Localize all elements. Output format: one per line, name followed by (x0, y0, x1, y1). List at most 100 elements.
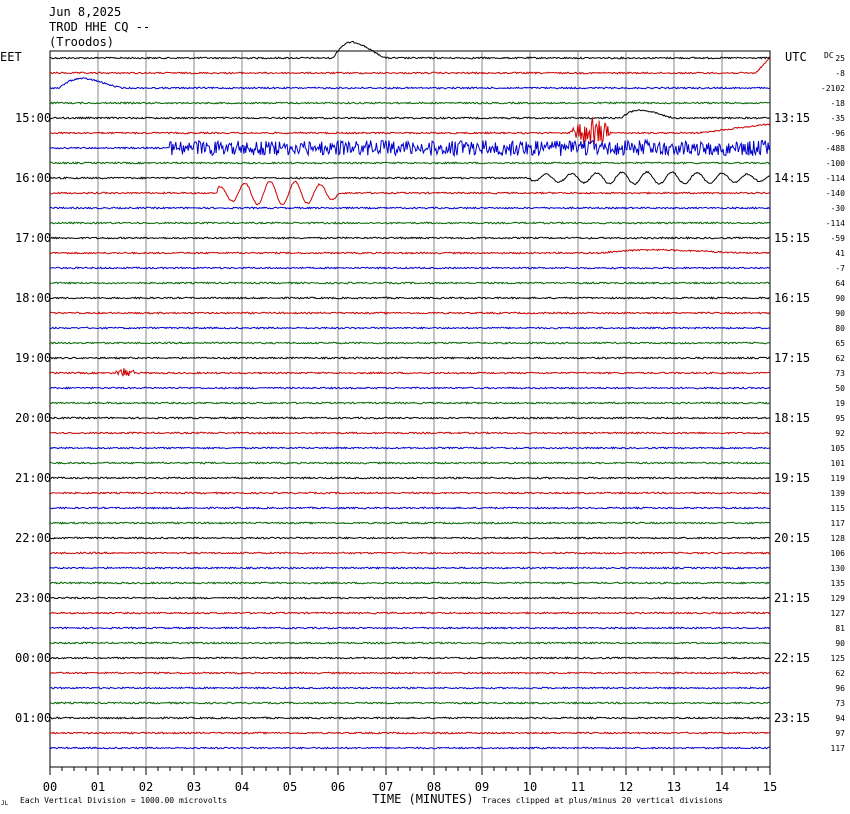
trace-8 (49, 170, 770, 185)
trace-40 (49, 656, 771, 660)
labels: EET UTC 15:00 16:00 17:00 18:00 19:00 20:00 21:0… (0, 50, 845, 807)
trace-19 (50, 341, 771, 345)
trace-37 (49, 611, 771, 615)
left-time-label: 15:00 (15, 111, 51, 125)
header-date: Jun 8,2025 (49, 5, 122, 19)
trace-21 (49, 368, 771, 377)
right-time-label: 14:15 (774, 171, 810, 185)
dc-offset-label: 94 (835, 714, 845, 723)
right-time-label: 17:15 (774, 351, 810, 365)
x-tick-label: 02 (139, 780, 153, 794)
x-tick-label: 00 (43, 780, 57, 794)
dc-offset-label: 81 (835, 624, 845, 633)
right-time-label: 20:15 (774, 531, 810, 545)
dc-offset-label: 115 (831, 504, 846, 513)
x-tick-label: 01 (91, 780, 105, 794)
x-tick-label: 07 (379, 780, 393, 794)
trace-32 (49, 536, 771, 540)
x-tick-label: 08 (427, 780, 441, 794)
dc-offset-label: 90 (835, 639, 845, 648)
left-time-label: 18:00 (15, 291, 51, 305)
x-tick-label: 10 (523, 780, 537, 794)
trace-4 (50, 109, 771, 120)
right-time-label: 15:15 (774, 231, 810, 245)
left-time-label: 16:00 (15, 171, 51, 185)
dc-offset-label: -35 (831, 114, 846, 123)
dc-offset-label: -96 (831, 129, 846, 138)
trace-7 (49, 161, 771, 165)
right-time-label: 13:15 (774, 111, 810, 125)
trace-41 (49, 671, 770, 675)
trace-28 (49, 476, 770, 480)
trace-10 (49, 206, 771, 210)
dc-offset-label: 80 (835, 324, 845, 333)
dc-offset-label: -30 (831, 204, 846, 213)
left-time-label: 01:00 (15, 711, 51, 725)
right-time-label: 19:15 (774, 471, 810, 485)
trace-15 (49, 281, 771, 285)
dc-offset-label: -18 (831, 99, 846, 108)
dc-offset-label: -140 (826, 189, 845, 198)
dc-offset-label: -8 (835, 69, 845, 78)
clip-note: Traces clipped at plus/minus 20 vertical… (482, 796, 723, 805)
dc-offset-label: -100 (826, 159, 845, 168)
dc-offset-label: 41 (835, 249, 845, 258)
x-tick-label: 15 (763, 780, 777, 794)
trace-45 (50, 731, 771, 735)
plot-frame (49, 50, 771, 768)
right-time-label: 21:15 (774, 591, 810, 605)
dc-offset-label: 96 (835, 684, 845, 693)
dc-offset-label: 64 (835, 279, 845, 288)
trace-27 (49, 461, 771, 465)
trace-14 (49, 266, 771, 270)
scale-note: Each Vertical Division = 1000.00 microvo… (20, 796, 227, 805)
dc-offset-label: -59 (831, 234, 846, 243)
trace-34 (49, 566, 771, 570)
x-tick-label: 06 (331, 780, 345, 794)
trace-5 (49, 117, 771, 145)
trace-16 (49, 296, 771, 300)
x-tick-label: 09 (475, 780, 489, 794)
dc-offset-label: 101 (831, 459, 846, 468)
trace-9 (49, 180, 771, 206)
dc-offset-label: -114 (826, 219, 845, 228)
right-time-label: 18:15 (774, 411, 810, 425)
dc-offset-label: 139 (831, 489, 846, 498)
trace-24 (49, 416, 771, 420)
dc-offset-label: 62 (835, 669, 845, 678)
trace-18 (49, 326, 771, 330)
trace-22 (49, 386, 771, 390)
logo-mark: JL (1, 800, 9, 807)
trace-17 (49, 311, 771, 315)
dc-offset-label: 117 (831, 519, 846, 528)
left-time-label: 17:00 (15, 231, 51, 245)
x-tick-label: 11 (571, 780, 585, 794)
trace-13 (49, 248, 771, 255)
trace-36 (49, 596, 771, 600)
dc-offset-label: 95 (835, 414, 845, 423)
dc-offset-label: 73 (835, 369, 845, 378)
trace-0 (49, 40, 771, 60)
dc-offset-label: 73 (835, 699, 845, 708)
trace-1 (49, 57, 771, 75)
trace-31 (49, 521, 771, 525)
left-time-label: 19:00 (15, 351, 51, 365)
dc-offset-label: 50 (835, 384, 845, 393)
trace-30 (49, 506, 771, 510)
trace-38 (49, 626, 771, 630)
dc-offset-label: 128 (831, 534, 846, 543)
dc-offset-label: 65 (835, 339, 845, 348)
dc-offset-label: 125 (831, 654, 846, 663)
dc-offset-label: 105 (831, 444, 846, 453)
trace-29 (49, 491, 771, 495)
left-time-label: 22:00 (15, 531, 51, 545)
trace-25 (49, 431, 771, 435)
dc-offset-label: 62 (835, 354, 845, 363)
trace-2 (49, 77, 771, 90)
dc-offset-label: 19 (835, 399, 845, 408)
grid (49, 50, 771, 775)
trace-26 (49, 446, 770, 450)
right-time-label: 22:15 (774, 651, 810, 665)
left-timezone-label: EET (0, 50, 22, 64)
